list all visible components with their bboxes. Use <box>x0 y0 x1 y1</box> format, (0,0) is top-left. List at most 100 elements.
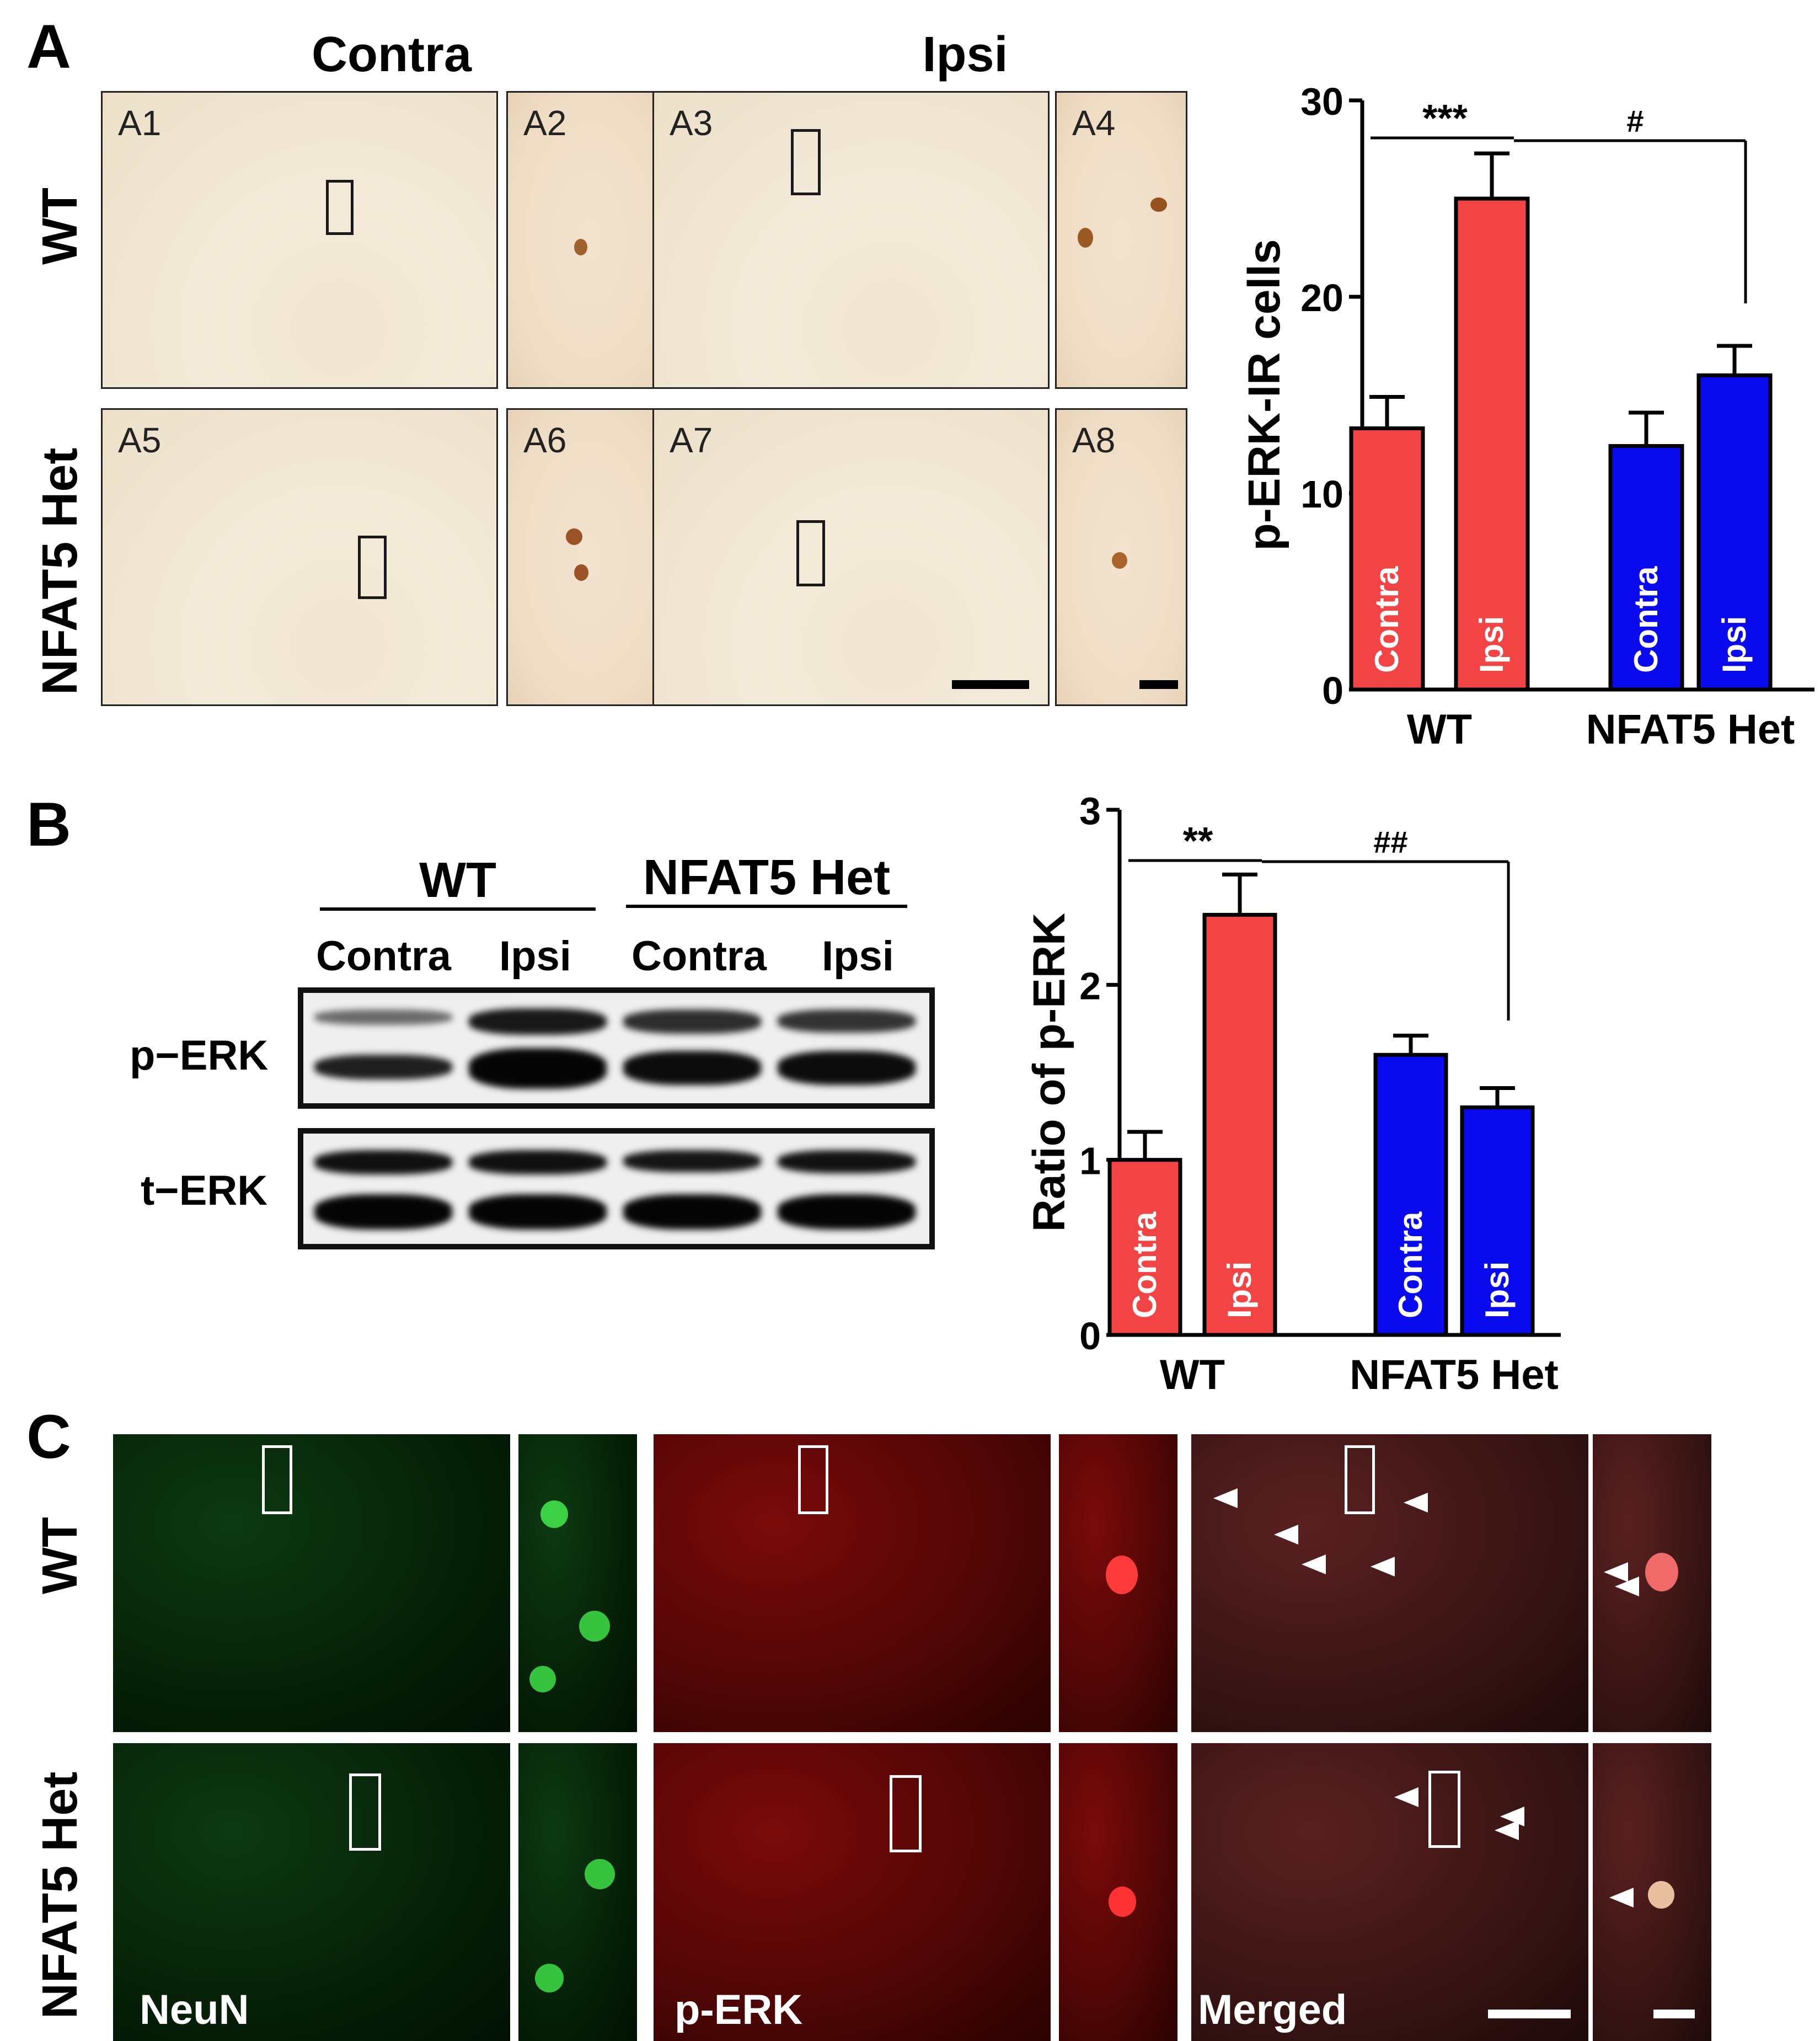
bar-label: Ipsi <box>1473 616 1510 673</box>
blot-band <box>469 1150 607 1174</box>
fluorescence-merged-wt <box>1191 1434 1588 1732</box>
micrograph-a6: A6 <box>506 408 672 706</box>
significance-mark: ** <box>1183 819 1213 862</box>
scale-bar <box>1139 680 1178 689</box>
channel-label-p-erk: p-ERK <box>675 1986 803 2033</box>
arrowhead-marker <box>1274 1525 1298 1545</box>
image-tag: A5 <box>118 420 162 460</box>
blot-band <box>314 1150 452 1174</box>
stained-cell <box>566 528 582 545</box>
x-group-label: WT <box>1160 1351 1225 1398</box>
region-of-interest-box <box>791 129 821 195</box>
blot-band <box>623 1194 761 1230</box>
image-tag: A4 <box>1072 103 1116 143</box>
arrowhead-marker <box>1394 1787 1418 1807</box>
channel-label-neun: NeuN <box>140 1986 249 2033</box>
group-underline-wt <box>320 907 596 911</box>
image-tag: A1 <box>118 103 162 143</box>
arrowhead-marker <box>1302 1554 1326 1574</box>
blot-band <box>469 1194 607 1230</box>
row-label-wt: WT <box>33 1517 88 1594</box>
micrograph-a3: A3 <box>652 91 1050 389</box>
y-axis-label: Ratio of p-ERK <box>1024 913 1074 1232</box>
blot-band <box>314 1055 452 1080</box>
blot-band <box>314 1194 452 1230</box>
x-group-label: NFAT5 Het <box>1586 706 1795 753</box>
panel-b-letter: B <box>26 790 71 859</box>
fluorescence-neun-wt-zoom <box>518 1434 637 1732</box>
blot-label-t-erk: t−ERK <box>141 1167 268 1214</box>
blot-band <box>623 1051 761 1085</box>
row-label-nfat5-het: NFAT5 Het <box>33 447 88 695</box>
bar <box>1107 1158 1182 1337</box>
western-blot-t-erk <box>298 1128 935 1249</box>
blot-band <box>623 1150 761 1172</box>
micrograph-a4: A4 <box>1055 91 1187 389</box>
y-tick-label: 10 <box>1300 473 1343 516</box>
bar-label: Contra <box>1628 566 1664 673</box>
group-label-nfat5-het: NFAT5 Het <box>643 850 891 905</box>
chart-ratio-p-erk: 0 1 2 3 Ratio of p-ERK Contra Ipsi Contra Ipsi WT… <box>1024 789 1561 1398</box>
bar-label: Ipsi <box>1479 1262 1516 1318</box>
group-label-wt: WT <box>419 853 496 908</box>
column-header-contra: Contra <box>312 27 472 82</box>
stained-cell <box>1112 552 1127 569</box>
blot-label-p-erk: p−ERK <box>130 1032 269 1079</box>
micrograph-a5: A5 <box>101 408 498 706</box>
western-blot-p-erk <box>298 987 935 1109</box>
bar-label: Contra <box>1368 566 1405 673</box>
stained-cell <box>574 564 588 581</box>
scale-bar <box>952 680 1029 689</box>
bar <box>1373 1052 1448 1337</box>
arrowhead-marker <box>1371 1557 1395 1577</box>
region-of-interest-box <box>796 520 825 586</box>
micrograph-a7: A7 <box>652 408 1050 706</box>
bar <box>1454 196 1530 692</box>
region-of-interest-box <box>798 1445 828 1514</box>
image-tag: A2 <box>523 103 567 143</box>
fluorescence-merged-wt-zoom <box>1593 1434 1711 1732</box>
bar <box>1696 373 1773 692</box>
column-header-ipsi: Ipsi <box>922 27 1008 82</box>
stained-cell <box>585 1859 615 1889</box>
blot-band <box>778 1051 916 1085</box>
blot-band <box>623 1009 761 1034</box>
x-group-label: WT <box>1407 706 1472 753</box>
bar-label: Ipsi <box>1221 1262 1258 1318</box>
region-of-interest-box <box>262 1445 292 1514</box>
significance-mark: ## <box>1373 825 1407 859</box>
region-of-interest-box <box>349 1773 381 1851</box>
panel-a-letter: A <box>26 12 71 81</box>
x-group-label: NFAT5 Het <box>1350 1351 1559 1398</box>
lane-label: Ipsi <box>499 933 571 980</box>
y-axis-label: p-ERK-IR cells <box>1239 239 1289 551</box>
lane-label: Ipsi <box>822 933 894 980</box>
stained-cell <box>579 1611 610 1642</box>
fluorescence-neun-wt <box>113 1434 510 1732</box>
fluorescence-p-erk-het-zoom <box>1059 1743 1177 2041</box>
y-tick-label: 0 <box>1322 669 1343 712</box>
bar <box>1460 1105 1535 1337</box>
row-label-wt: WT <box>33 188 88 265</box>
y-tick-label: 0 <box>1079 1315 1101 1358</box>
stained-cell <box>1106 1556 1138 1594</box>
blot-band <box>778 1194 916 1230</box>
stained-cell <box>535 1964 564 1992</box>
region-of-interest-box <box>1345 1445 1375 1514</box>
lane-label: Contra <box>316 933 451 980</box>
micrograph-a8: A8 <box>1055 408 1187 706</box>
panel-c-letter: C <box>26 1402 71 1471</box>
region-of-interest-box <box>1428 1771 1460 1848</box>
stained-cell <box>529 1666 556 1692</box>
region-of-interest-box <box>358 536 387 599</box>
scale-bar <box>1488 2010 1571 2018</box>
fluorescence-neun-het-zoom <box>518 1743 637 2041</box>
lane-label: Contra <box>631 933 767 980</box>
stained-cell <box>1150 197 1167 212</box>
micrograph-a2: A2 <box>506 91 672 389</box>
y-tick-label: 1 <box>1079 1140 1101 1183</box>
region-of-interest-box <box>890 1775 922 1852</box>
stained-cell <box>1109 1887 1136 1917</box>
bar <box>1202 912 1277 1337</box>
blot-band <box>314 1009 452 1025</box>
